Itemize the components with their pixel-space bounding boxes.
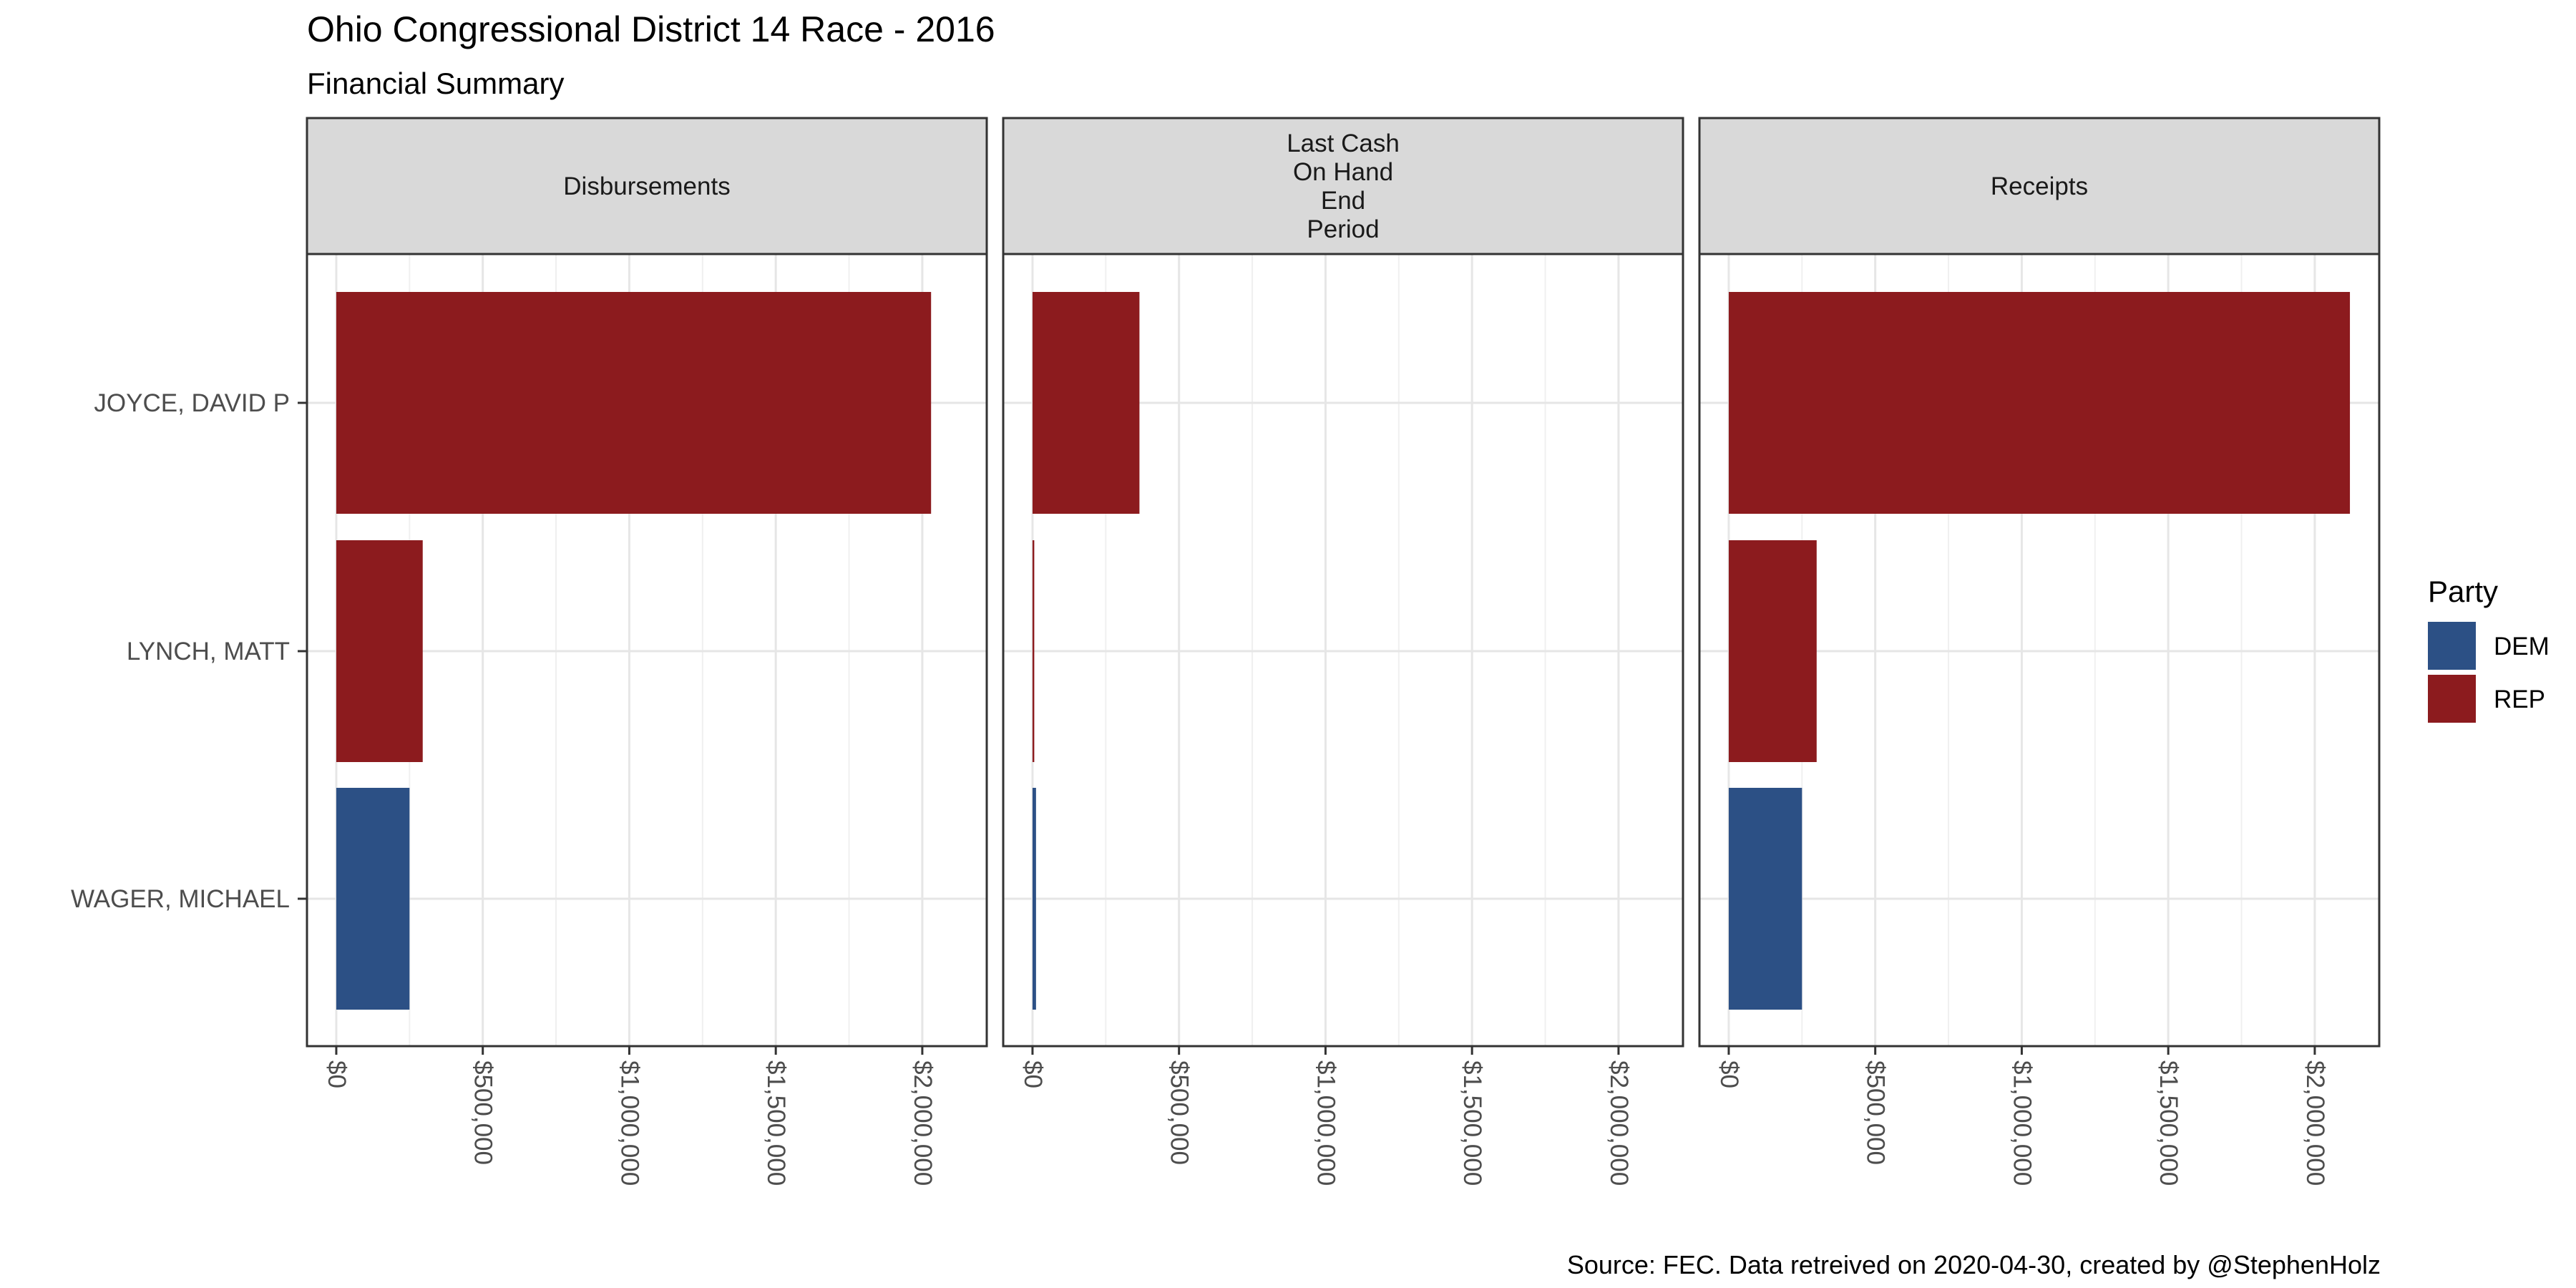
x-tick-label: $500,000 xyxy=(1862,1060,1890,1165)
chart-caption: Source: FEC. Data retreived on 2020-04-3… xyxy=(1567,1250,2381,1279)
y-tick-label: LYNCH, MATT xyxy=(127,638,290,665)
bar xyxy=(1728,540,1817,762)
facet-panel: Receipts $0 $500,000 $1,000,000 $1,500,000 $2… xyxy=(1698,117,2381,1186)
bar xyxy=(1728,292,2351,514)
x-tick-label: $1,000,000 xyxy=(2008,1060,2036,1186)
x-tick-label: $0 xyxy=(1715,1060,1743,1088)
bar xyxy=(1032,292,1140,514)
facet-label: Disbursements xyxy=(563,172,730,200)
x-tick-label: $1,500,000 xyxy=(1458,1060,1486,1186)
bar xyxy=(336,540,423,762)
facet-strip xyxy=(306,117,988,255)
facet-label: Period xyxy=(1307,215,1379,243)
x-tick-label: $2,000,000 xyxy=(909,1060,937,1186)
facet-panel: Disbursements $0 $500,000 $1,000,000 $1,500,… xyxy=(306,117,988,1186)
legend: Party DEM REP xyxy=(2428,575,2550,723)
bar xyxy=(1032,540,1035,762)
facet-label: Receipts xyxy=(1991,172,2088,200)
y-axis: JOYCE, DAVID P LYNCH, MATT WAGER, MICHAEL xyxy=(71,389,307,913)
x-tick-label: $2,000,000 xyxy=(1605,1060,1633,1186)
bar xyxy=(1032,788,1036,1010)
chart-title: Ohio Congressional District 14 Race - 20… xyxy=(307,9,995,49)
bar xyxy=(336,788,410,1010)
x-tick-label: $1,500,000 xyxy=(762,1060,790,1186)
legend-label: REP xyxy=(2494,686,2545,713)
legend-label: DEM xyxy=(2494,633,2550,660)
x-tick-label: $500,000 xyxy=(469,1060,497,1165)
legend-key xyxy=(2428,675,2476,723)
chart-subtitle: Financial Summary xyxy=(307,67,564,100)
x-tick-label: $1,000,000 xyxy=(1312,1060,1340,1186)
facet-label: Last Cash xyxy=(1287,130,1400,157)
y-tick-label: WAGER, MICHAEL xyxy=(71,885,290,913)
facet-panels: Disbursements $0 $500,000 $1,000,000 $1,500,… xyxy=(306,117,2381,1186)
legend-key xyxy=(2428,622,2476,670)
x-tick-label: $500,000 xyxy=(1166,1060,1194,1165)
x-tick-label: $0 xyxy=(323,1060,351,1088)
x-tick-label: $1,500,000 xyxy=(2155,1060,2182,1186)
bar xyxy=(336,292,932,514)
y-tick-label: JOYCE, DAVID P xyxy=(94,389,290,417)
legend-title: Party xyxy=(2428,575,2498,608)
facet-strip xyxy=(1002,117,1684,255)
bar xyxy=(1728,788,1802,1010)
x-tick-label: $0 xyxy=(1019,1060,1047,1088)
facet-label: On Hand xyxy=(1293,158,1393,186)
panel-border xyxy=(1698,253,2381,1048)
panel-border xyxy=(1002,253,1684,1048)
facet-label: End xyxy=(1321,187,1365,215)
x-tick-label: $1,000,000 xyxy=(615,1060,643,1186)
facet-strip xyxy=(1698,117,2381,255)
x-tick-label: $2,000,000 xyxy=(2301,1060,2329,1186)
